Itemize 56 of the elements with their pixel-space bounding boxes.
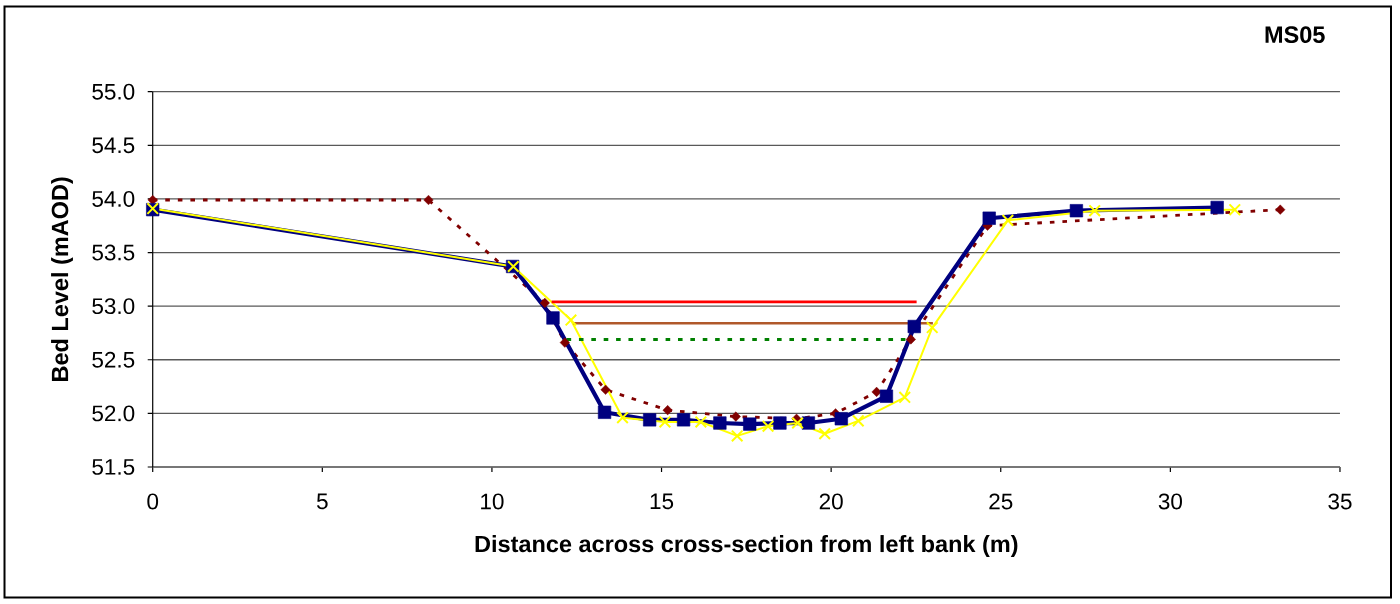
x-tick-label: 10 (481, 493, 504, 510)
point (662, 405, 673, 416)
point (907, 319, 921, 334)
point (898, 390, 912, 404)
y-tick-label: 52.0 (92, 405, 135, 422)
point (676, 413, 691, 427)
point (1228, 203, 1242, 216)
x-tick-label: 35 (1328, 493, 1352, 510)
point (730, 429, 744, 443)
x-tick-label: 30 (1158, 493, 1182, 510)
point (564, 313, 578, 327)
point (925, 321, 939, 334)
y-tick-label: 55.0 (92, 83, 135, 100)
x-tick-label: 0 (147, 493, 159, 510)
y-axis-title: Bed Level (mAOD) (51, 177, 73, 381)
y-tick-label: 53.0 (92, 298, 135, 315)
x-tick-label: 5 (316, 493, 328, 510)
point (905, 334, 916, 345)
point (761, 419, 775, 433)
point (801, 416, 816, 430)
point (559, 337, 570, 348)
point (713, 416, 727, 430)
point (879, 389, 894, 403)
point (600, 384, 611, 395)
y-tick-label: 54.0 (92, 190, 135, 207)
y-tick-label: 54.5 (92, 137, 135, 154)
point (1069, 204, 1083, 218)
point (982, 211, 996, 225)
point (597, 405, 612, 419)
point (791, 416, 804, 430)
y-tick-label: 53.5 (92, 244, 135, 261)
point (851, 414, 865, 428)
point (730, 411, 741, 422)
point (773, 416, 787, 430)
point (546, 311, 560, 325)
x-axis-title: Distance across cross-section from left bank (m) (475, 535, 1018, 557)
chart-title: MS05 (1265, 26, 1325, 43)
point (658, 415, 672, 429)
point (1088, 204, 1102, 218)
point (834, 412, 848, 426)
point (423, 194, 434, 205)
x-tick-label: 15 (650, 493, 674, 510)
point (743, 417, 757, 431)
point (818, 427, 831, 441)
point (1210, 200, 1224, 215)
point (539, 297, 550, 308)
point (1275, 204, 1286, 215)
point (616, 411, 629, 424)
point (147, 194, 158, 205)
x-tick-label: 20 (819, 493, 843, 510)
y-tick-label: 52.5 (92, 351, 135, 368)
point (694, 415, 708, 429)
x-tick-label: 25 (989, 493, 1013, 510)
point (643, 413, 657, 427)
y-tick-label: 51.5 (92, 459, 135, 475)
point (1001, 214, 1015, 227)
